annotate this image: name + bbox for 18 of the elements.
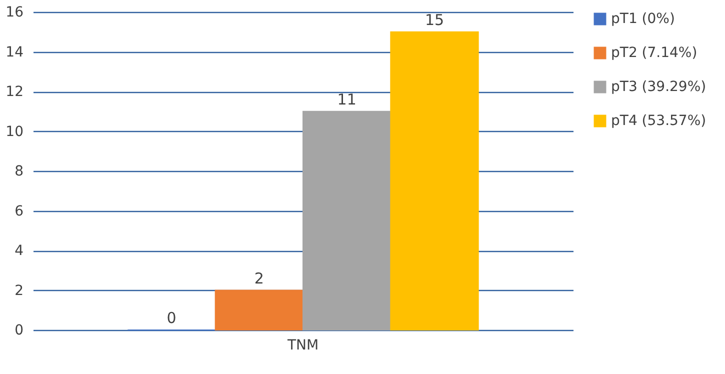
y-tick-label: 12 [6,84,24,100]
legend-label: pT3 (39.29%) [611,79,706,95]
data-label: 11 [337,90,356,108]
data-label: 2 [254,269,264,288]
y-tick-label: 2 [14,282,24,299]
y-tick-label: 4 [14,243,24,259]
y-tick-label: 14 [6,44,24,60]
data-label: 15 [424,10,444,29]
data-label: 0 [166,309,176,327]
x-tick-label: TNM [286,338,319,354]
legend-label: pT4 (53.57%) [611,113,706,129]
legend-label: pT1 (0%) [611,11,675,27]
y-tick-label: 16 [6,4,24,20]
y-tick-label: 8 [14,164,24,180]
y-tick-label: 10 [6,124,24,140]
legend-label: pT2 (7.14%) [611,45,698,61]
y-tick-label: 6 [14,203,24,220]
y-tick-label: 0 [14,322,24,338]
